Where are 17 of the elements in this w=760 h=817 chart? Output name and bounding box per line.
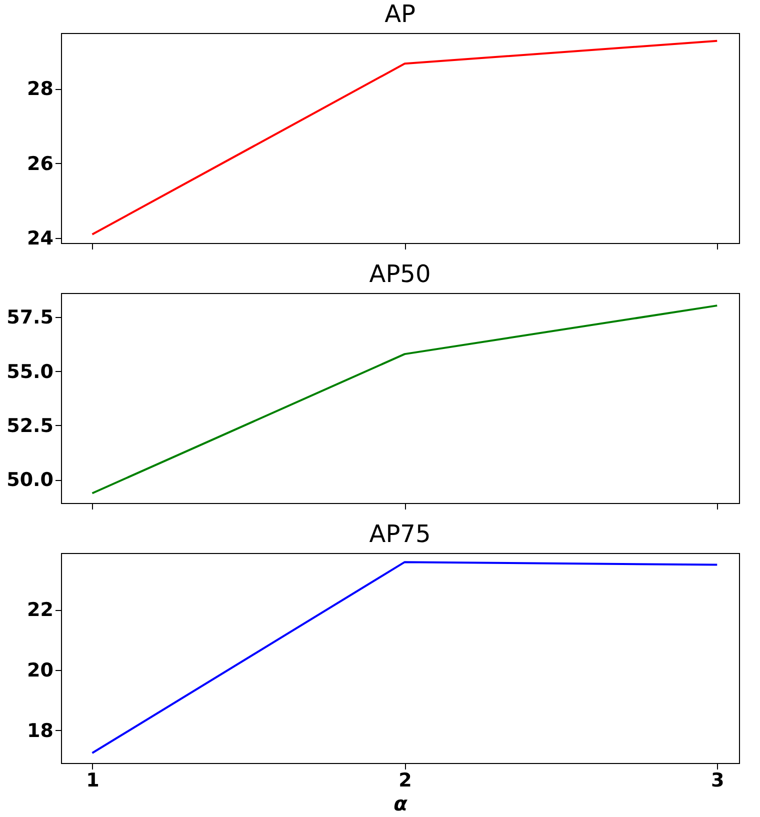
y-tick-label: 18 <box>27 720 54 742</box>
x-tick-label: 2 <box>398 770 412 792</box>
y-tick-label: 50.0 <box>6 469 54 492</box>
chart-title: AP50 <box>369 260 431 288</box>
x-axis-title: α <box>394 792 408 816</box>
y-tick-label: 57.5 <box>6 306 54 329</box>
y-tick-label: 26 <box>27 152 54 175</box>
y-tick-label: 28 <box>27 78 54 100</box>
chart-title: AP <box>384 0 416 28</box>
x-tick-label: 3 <box>711 770 724 792</box>
y-tick-label: 20 <box>27 659 54 682</box>
y-tick-label: 24 <box>27 228 54 250</box>
y-tick-label: 22 <box>27 599 54 622</box>
chart-title: AP75 <box>369 520 431 548</box>
y-tick-label: 52.5 <box>6 414 54 437</box>
y-tick-label: 55.0 <box>6 360 54 383</box>
x-tick-label: 1 <box>86 770 100 792</box>
